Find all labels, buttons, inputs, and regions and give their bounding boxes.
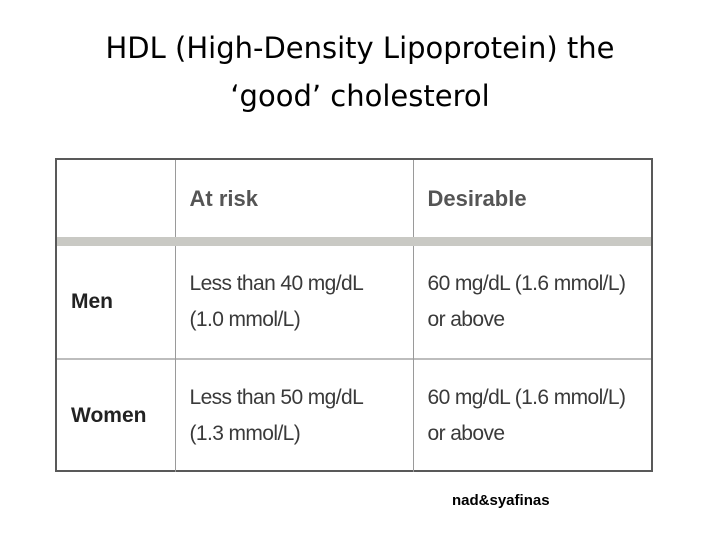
header-separator-band bbox=[57, 237, 651, 246]
table-row-women: Women Less than 50 mg/dL (1.3 mmol/L) 60… bbox=[57, 360, 651, 472]
row-divider bbox=[57, 358, 651, 360]
slide-title-line-2: ‘good’ cholesterol bbox=[230, 79, 490, 113]
row-label-women: Women bbox=[71, 404, 147, 427]
women-at-risk-line-1: Less than 50 mg/dL bbox=[189, 386, 364, 409]
header-separator-cell bbox=[57, 237, 651, 246]
row-divider-cell-3 bbox=[412, 358, 651, 360]
header-corner-cell bbox=[57, 160, 175, 237]
hdl-table-grid: At risk Desirable Men Less than 40 mg/dL… bbox=[57, 160, 651, 472]
women-at-risk-cell: Less than 50 mg/dL (1.3 mmol/L) bbox=[174, 360, 413, 472]
row-divider-cell-1 bbox=[57, 358, 175, 360]
women-desirable-cell: 60 mg/dL (1.6 mmol/L) or above bbox=[412, 360, 651, 472]
slide-title-line-1: HDL (High-Density Lipoprotein) the bbox=[105, 31, 615, 65]
row-divider-cell-2 bbox=[174, 358, 413, 360]
women-at-risk-line-2: (1.3 mmol/L) bbox=[189, 422, 301, 445]
table-row-men: Men Less than 40 mg/dL (1.0 mmol/L) 60 m… bbox=[57, 246, 651, 358]
header-desirable: Desirable bbox=[412, 160, 651, 237]
men-at-risk-cell: Less than 40 mg/dL (1.0 mmol/L) bbox=[174, 246, 413, 358]
women-desirable-line-1: 60 mg/dL (1.6 mmol/L) bbox=[427, 386, 626, 409]
slide-title: HDL (High-Density Lipoprotein) the ‘good… bbox=[0, 24, 720, 120]
men-at-risk-line-1: Less than 40 mg/dL bbox=[189, 272, 364, 295]
table-header-row: At risk Desirable bbox=[57, 160, 651, 237]
women-desirable-line-2: or above bbox=[427, 422, 506, 445]
men-desirable-line-2: or above bbox=[427, 308, 506, 331]
header-at-risk: At risk bbox=[174, 160, 413, 237]
row-label-men: Men bbox=[71, 290, 113, 313]
hdl-cholesterol-table: At risk Desirable Men Less than 40 mg/dL… bbox=[55, 158, 653, 472]
footer-credit: nad&syafinas bbox=[452, 492, 550, 509]
men-at-risk-line-2: (1.0 mmol/L) bbox=[189, 308, 301, 331]
men-desirable-line-1: 60 mg/dL (1.6 mmol/L) bbox=[427, 272, 626, 295]
men-desirable-cell: 60 mg/dL (1.6 mmol/L) or above bbox=[412, 246, 651, 358]
